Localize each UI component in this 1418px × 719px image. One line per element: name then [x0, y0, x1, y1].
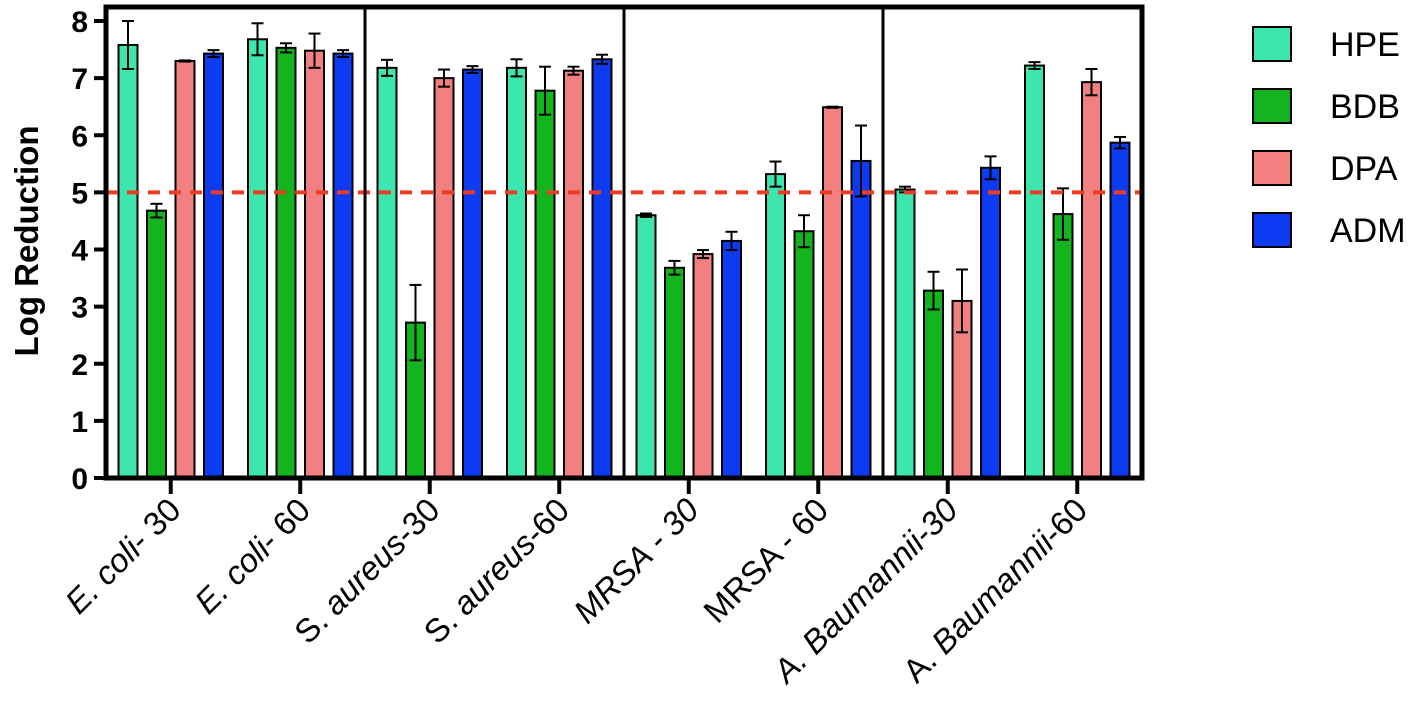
x-tick-label-part: aureus [315, 525, 413, 623]
legend-label: ADM [1330, 212, 1406, 250]
y-tick-label: 8 [71, 6, 88, 39]
x-tick-label-part: Baumannii [924, 523, 1062, 661]
legend-swatch [1252, 88, 1292, 124]
bar [506, 66, 527, 479]
bar [692, 253, 714, 479]
bar [765, 173, 786, 479]
x-tick-label-part: MRSA - 30 [566, 490, 706, 630]
x-tick-label: MRSA - 30 [566, 490, 706, 630]
bar [1052, 213, 1074, 480]
bar [332, 52, 354, 479]
bar [174, 59, 196, 480]
x-tick-label: MRSA - 60 [696, 491, 835, 630]
legend-swatch [1252, 26, 1292, 62]
legend-swatch [1252, 150, 1292, 186]
bar [894, 188, 916, 480]
legend-label: BDB [1330, 88, 1400, 126]
bar [850, 159, 872, 480]
y-tick-label: 2 [71, 349, 88, 382]
bar [376, 66, 398, 479]
bar [275, 46, 297, 479]
x-tick-label-part: MRSA - 60 [696, 491, 835, 630]
legend-label: DPA [1330, 150, 1398, 188]
bar [247, 38, 268, 479]
bar [591, 58, 613, 480]
y-tick-label: 0 [71, 463, 88, 496]
bar [923, 289, 944, 479]
bar [146, 209, 167, 479]
y-tick-label: 7 [71, 63, 88, 96]
bar [433, 77, 455, 479]
bar [534, 89, 556, 479]
bar [980, 166, 1001, 479]
legend-label: HPE [1330, 26, 1400, 64]
y-tick-label: 3 [71, 292, 88, 325]
bar [1081, 81, 1102, 479]
plot-area [103, 4, 1145, 481]
bar [721, 239, 742, 479]
bar [1024, 64, 1045, 480]
legend-swatch [1252, 212, 1292, 248]
bar [117, 43, 139, 480]
bar [793, 230, 815, 479]
y-tick-label: 4 [71, 235, 88, 268]
y-tick-label: 5 [71, 177, 88, 210]
x-tick-label-part: aureus [445, 525, 543, 623]
bar [203, 52, 224, 479]
bar [304, 49, 325, 480]
bar [664, 266, 685, 479]
bar [563, 69, 584, 479]
y-tick-label: 6 [71, 120, 88, 153]
bar [635, 214, 657, 479]
x-axis: E. coli- 30E. coli- 60S. aureus-30S. aur… [58, 478, 1094, 691]
bar [822, 106, 843, 479]
legend: HPE BDB DPA ADM [1252, 26, 1406, 250]
y-tick-label: 1 [71, 406, 88, 439]
bar [462, 68, 483, 480]
x-tick-label: E. coli- 30 [58, 491, 188, 621]
plot-frame [103, 4, 1145, 481]
x-tick-label: E. coli- 60 [187, 491, 317, 621]
y-axis-title: Log Reduction [8, 126, 45, 357]
y-axis: 0 1 2 3 4 5 6 7 8 [71, 6, 106, 496]
